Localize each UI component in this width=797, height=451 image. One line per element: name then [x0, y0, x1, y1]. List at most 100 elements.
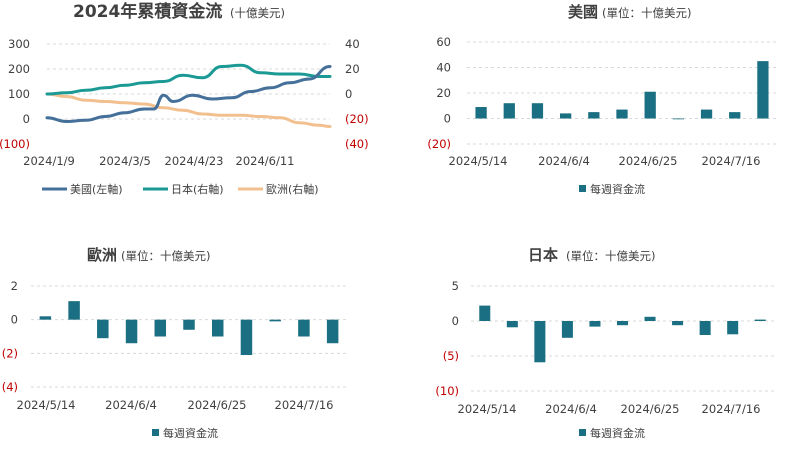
chart-4-legend: 每週資金流 — [579, 426, 645, 440]
bar — [561, 321, 573, 338]
bar — [211, 319, 224, 337]
x-tick-label: 2024/7/16 — [702, 154, 761, 168]
bar — [326, 319, 339, 344]
bar — [616, 321, 629, 326]
right-y-tick-label: (40) — [345, 137, 369, 151]
legend-swatch-weekly-flow — [579, 429, 586, 436]
legend-label-weekly-flow: 每週資金流 — [590, 182, 645, 196]
us-weekly-flow-chart: 美國 (單位：十億美元) 60 40 20 0 (20) 2024/5/14 2024/6/… — [427, 3, 777, 196]
legend-label-weekly-flow: 每週資金流 — [163, 426, 218, 440]
x-tick-label: 2024/3/5 — [99, 154, 151, 168]
x-tick-label: 2024/6/4 — [105, 398, 157, 412]
bar — [757, 61, 769, 119]
bar — [534, 321, 546, 363]
y-tick-label: 0 — [444, 112, 451, 126]
x-tick-label: 2024/4/23 — [165, 154, 224, 168]
y-tick-label: 2 — [11, 279, 18, 293]
bar — [475, 107, 487, 119]
bar — [700, 109, 713, 119]
bar — [125, 319, 138, 344]
y-tick-label: 60 — [436, 35, 451, 49]
series-line-japan — [45, 63, 332, 96]
y-tick-label: 40 — [436, 61, 451, 75]
chart-2-title: 美國 — [568, 3, 598, 21]
y-tick-label: (20) — [427, 137, 451, 151]
legend-label-japan: 日本(右軸) — [171, 182, 224, 196]
bar — [97, 319, 109, 339]
bar — [154, 319, 167, 337]
bar — [269, 319, 281, 322]
legend-label-europe: 歐洲(右軸) — [266, 182, 319, 196]
chart-3-subtitle: (單位：十億美元) — [121, 249, 210, 263]
bar — [644, 91, 656, 119]
x-tick-label: 2024/6/25 — [621, 402, 680, 416]
bar — [672, 118, 684, 120]
chart-1-title: 2024年累積資金流 — [73, 1, 222, 22]
chart-1-legend: 美國(左軸) 日本(右軸) 歐洲(右軸) — [42, 182, 319, 196]
y-tick-label: (2) — [2, 346, 18, 360]
bar — [560, 113, 572, 119]
bar — [727, 321, 739, 335]
x-tick-label: 2024/7/16 — [702, 402, 761, 416]
x-tick-label: 2024/6/25 — [619, 154, 678, 168]
y-tick-label: 20 — [436, 86, 451, 100]
series-line-us — [45, 65, 332, 123]
bar — [699, 321, 711, 335]
x-tick-label: 2024/7/16 — [275, 398, 334, 412]
bar — [589, 321, 601, 327]
bar — [68, 301, 80, 320]
bar — [39, 316, 52, 320]
chart-2-subtitle: (單位：十億美元) — [602, 6, 691, 20]
japan-weekly-flow-chart: 日本 (單位：十億美元) 5 0 (5) (10) 2024/5/14 2024/6/4 2… — [435, 246, 774, 440]
left-y-tick-label: (100) — [0, 137, 30, 151]
y-tick-label: (5) — [443, 349, 459, 363]
chart-4-subtitle: (單位：十億美元) — [566, 249, 655, 263]
left-y-tick-label: 0 — [23, 112, 30, 126]
right-y-tick-label: 0 — [345, 87, 352, 101]
y-tick-label: 5 — [452, 279, 459, 293]
bar — [729, 112, 741, 119]
right-y-tick-label: 20 — [345, 62, 360, 76]
bar — [240, 319, 253, 356]
europe-weekly-flow-chart: 歐洲 (單位：十億美元) 2 0 (2) (4) 2024/5/14 2024/6/4 20… — [2, 246, 347, 440]
chart-1-subtitle: (十億美元) — [230, 6, 285, 20]
y-tick-label: 0 — [11, 313, 18, 327]
chart-3-title: 歐洲 — [87, 246, 117, 264]
bar — [644, 316, 656, 321]
y-tick-label: (10) — [435, 384, 459, 398]
x-tick-label: 2024/6/11 — [236, 154, 295, 168]
series-line-europe — [45, 92, 332, 128]
chart-3-legend: 每週資金流 — [152, 426, 218, 440]
x-tick-label: 2024/6/4 — [538, 154, 590, 168]
legend-label-weekly-flow: 每週資金流 — [590, 426, 645, 440]
legend-swatch-weekly-flow — [152, 429, 159, 436]
bar — [672, 321, 684, 326]
legend-swatch-weekly-flow — [579, 185, 586, 192]
bar — [479, 305, 491, 321]
bar — [503, 103, 515, 119]
x-tick-label: 2024/6/4 — [545, 402, 597, 416]
legend-label-us: 美國(左軸) — [70, 182, 123, 196]
y-tick-label: (4) — [2, 380, 18, 394]
y-tick-label: 0 — [452, 314, 459, 328]
x-tick-label: 2024/6/25 — [188, 398, 247, 412]
bar — [616, 109, 628, 119]
x-tick-label: 2024/5/14 — [449, 154, 508, 168]
left-y-tick-label: 200 — [8, 62, 30, 76]
right-y-tick-label: 40 — [345, 37, 360, 51]
chart-4-title: 日本 — [528, 246, 558, 264]
left-y-tick-label: 300 — [8, 37, 30, 51]
bar — [531, 103, 544, 119]
bar — [588, 112, 600, 119]
x-tick-label: 2024/1/9 — [23, 154, 75, 168]
bar — [754, 319, 766, 321]
bar — [183, 319, 195, 330]
bar — [506, 321, 518, 328]
bar — [298, 319, 310, 337]
x-tick-label: 2024/5/14 — [17, 398, 76, 412]
right-y-tick-label: (20) — [345, 112, 369, 126]
chart-2-legend: 每週資金流 — [579, 182, 645, 196]
x-tick-label: 2024/5/14 — [458, 402, 517, 416]
